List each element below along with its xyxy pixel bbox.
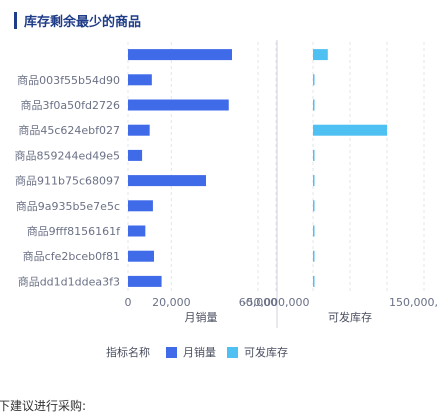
category-label: 商品003f55b54d90 [17, 73, 120, 87]
bar-series-1 [128, 149, 143, 161]
bar-series-2 [313, 225, 315, 237]
category-label: 商品911b75c68097 [15, 174, 120, 188]
x-tick-label: -50,000,000 [243, 296, 310, 309]
bar-chart: 商品003f55b54d90 商品3f0a50fd2726 商品45c624ebf0… [14, 40, 438, 328]
category-label: 商品dd1d1ddea3f3 [18, 274, 120, 288]
title-accent-bar [14, 11, 17, 29]
x-tick-label: 60,000 [239, 296, 278, 309]
bar-series-1 [128, 49, 232, 61]
bar-series-1 [128, 124, 150, 136]
x-tick-label: 0 [125, 296, 132, 309]
legend-label: 月销量 [183, 346, 216, 359]
legend-item-series-1[interactable]: 月销量 [166, 344, 216, 360]
category-label: 商品cfe2bceb0f81 [23, 249, 120, 263]
bar-series-2 [313, 99, 315, 111]
bar-series-1 [128, 99, 229, 111]
footer-text: 下建议进行采购: [0, 399, 87, 413]
legend-swatch [166, 346, 177, 358]
bar-series-1 [128, 275, 162, 287]
chart-title: 库存剩余最少的商品 [14, 10, 141, 30]
bar-series-2 [313, 175, 315, 187]
x-axis-title: 月销量 [185, 310, 218, 324]
bar-series-2 [313, 74, 315, 86]
category-label: 商品9a935b5e7e5c [16, 199, 120, 213]
bar-series-1 [128, 175, 206, 187]
bar-series-1 [128, 250, 154, 262]
category-label: 商品3f0a50fd2726 [21, 98, 120, 112]
legend-title: 指标名称 [106, 346, 150, 359]
category-label: 商品9fff8156161f [27, 224, 121, 238]
x-axis-title: 可发库存 [328, 310, 372, 324]
bar-series-2 [313, 200, 315, 212]
bar-series-2 [313, 250, 315, 262]
category-label: 商品859244ed49e5 [14, 148, 120, 162]
x-tick-label: 20,000 [152, 296, 191, 309]
bar-series-2 [313, 149, 315, 161]
legend: 指标名称 月销量 可发库存 [106, 344, 299, 360]
bar-series-2 [313, 49, 328, 61]
bar-series-1 [128, 200, 153, 212]
bar-series-1 [128, 74, 152, 86]
x-tick-label: 150,000,000 [389, 296, 438, 309]
legend-item-series-2[interactable]: 可发库存 [227, 344, 288, 360]
bar-series-2 [313, 124, 387, 136]
page-title: 库存剩余最少的商品 [24, 14, 142, 30]
category-label: 商品45c624ebf027 [18, 123, 120, 137]
legend-swatch [227, 346, 238, 358]
bar-series-2 [313, 275, 315, 287]
legend-label: 可发库存 [244, 346, 288, 359]
bar-series-1 [128, 225, 146, 237]
